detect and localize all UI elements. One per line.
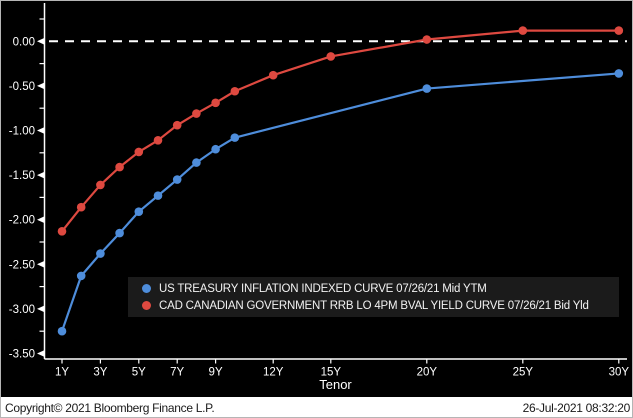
data-point[interactable] [614,26,624,35]
footer-bar: Copyright© 2021 Bloomberg Finance L.P. 2… [1,397,632,417]
x-tick-label: 3Y [93,367,107,379]
y-tick-label: 0.00 [13,36,35,48]
x-axis-title: Tenor [319,377,352,392]
data-point[interactable] [57,326,67,336]
data-point[interactable] [134,147,144,157]
y-tick-arrow-icon [37,37,45,45]
data-point[interactable] [96,180,105,190]
data-point[interactable] [57,226,67,236]
y-tick-label: -0.50 [9,81,35,93]
legend-label-cad-rrb: CAD CANADIAN GOVERNMENT RRB LO 4PM BVAL … [159,299,589,312]
y-tick-label: -3.00 [9,304,35,316]
x-tick-label: 1Y [55,367,69,379]
legend-label-us-treasury: US TREASURY INFLATION INDEXED CURVE 07/2… [159,282,487,295]
data-point[interactable] [211,144,220,154]
data-point[interactable] [192,158,201,167]
legend-item-us-treasury[interactable]: US TREASURY INFLATION INDEXED CURVE 07/2… [128,281,619,297]
data-point[interactable] [614,69,624,78]
y-tick-label: -2.50 [9,259,35,271]
data-point[interactable] [115,162,124,172]
y-tick-arrow-icon [37,350,45,357]
data-point[interactable] [518,26,528,35]
data-point[interactable] [96,249,105,258]
data-point[interactable] [134,207,144,216]
x-tick-label: 7Y [170,367,184,379]
data-point[interactable] [153,191,163,200]
series-line-0 [60,72,619,332]
data-point[interactable] [268,70,278,80]
data-point[interactable] [172,175,182,184]
legend-item-cad-rrb[interactable]: CAD CANADIAN GOVERNMENT RRB LO 4PM BVAL … [128,298,619,314]
y-tick-label: -3.50 [9,349,35,361]
chart-legend: US TREASURY INFLATION INDEXED CURVE 07/2… [128,277,619,317]
data-point[interactable] [230,86,240,96]
y-tick-label: -2.00 [9,215,35,227]
y-tick-label: -1.50 [9,170,35,182]
timestamp-text: 26-Jul-2021 08:32:20 [522,401,631,415]
series-line-1 [61,29,619,232]
copyright-text: Copyright© 2021 Bloomberg Finance L.P. [5,401,215,415]
y-tick-arrow-icon [37,82,45,90]
x-tick-label: 25Y [513,367,534,379]
x-tick-label: 15Y [321,367,342,379]
series-marker-icon [142,301,151,310]
series-marker-icon [142,284,151,293]
data-point[interactable] [230,133,240,142]
y-tick-arrow-icon [37,127,45,134]
x-tick-label: 12Y [263,367,284,379]
x-tick-label: 9Y [209,367,223,379]
y-tick-arrow-icon [37,216,45,224]
x-tick-label: 5Y [132,367,146,379]
y-tick-label: -1.00 [9,126,35,138]
data-point[interactable] [192,109,201,118]
data-point[interactable] [172,120,182,130]
data-point[interactable] [115,228,124,238]
data-point[interactable] [76,271,86,281]
data-point[interactable] [211,98,220,108]
data-point[interactable] [153,136,163,145]
data-point[interactable] [422,84,432,93]
data-point[interactable] [326,52,336,61]
data-point[interactable] [422,35,432,44]
data-point[interactable] [76,202,86,212]
chart-plot-area[interactable]: 0.00 -0.50 -1.00 -1.50 -2.00 -2.50 -3.00 -3.50 1… [1,1,633,397]
x-tick-label: 30Y [609,367,630,379]
y-tick-arrow-icon [37,260,45,268]
x-tick-label: 20Y [417,367,438,379]
y-tick-arrow-icon [37,171,45,179]
y-tick-arrow-icon [37,305,45,313]
